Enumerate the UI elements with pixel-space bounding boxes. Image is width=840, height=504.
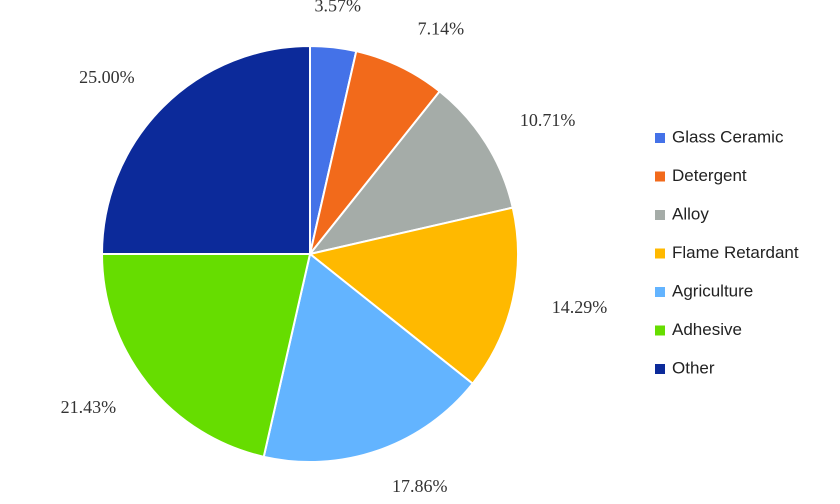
legend-label: Other — [672, 358, 715, 377]
data-label: 7.14% — [418, 19, 465, 39]
pie-slice — [100, 44, 311, 255]
legend-label: Flame Retardant — [672, 243, 799, 262]
data-label: 25.00% — [79, 67, 135, 87]
legend-swatch — [655, 248, 665, 259]
pie-slice — [262, 252, 475, 463]
legend-swatch — [655, 210, 665, 220]
legend-swatch — [655, 325, 665, 336]
legend-label: Glass Ceramic — [672, 127, 784, 146]
data-label: 14.29% — [552, 297, 608, 317]
legend-swatch — [655, 171, 665, 182]
legend-label: Adhesive — [672, 320, 742, 339]
legend-label: Detergent — [672, 166, 747, 185]
pie-slice — [307, 206, 519, 386]
data-label: 21.43% — [61, 397, 117, 417]
data-label: 10.71% — [520, 110, 576, 130]
data-label: 17.86% — [392, 476, 448, 496]
pie-slice — [307, 89, 514, 256]
data-label: 3.57% — [315, 0, 362, 16]
pie-slice — [100, 253, 312, 458]
legend-swatch — [655, 133, 665, 143]
legend-label: Alloy — [672, 204, 709, 223]
legend-swatch — [655, 364, 665, 374]
legend-swatch — [655, 287, 665, 297]
legend-label: Agriculture — [672, 281, 753, 300]
